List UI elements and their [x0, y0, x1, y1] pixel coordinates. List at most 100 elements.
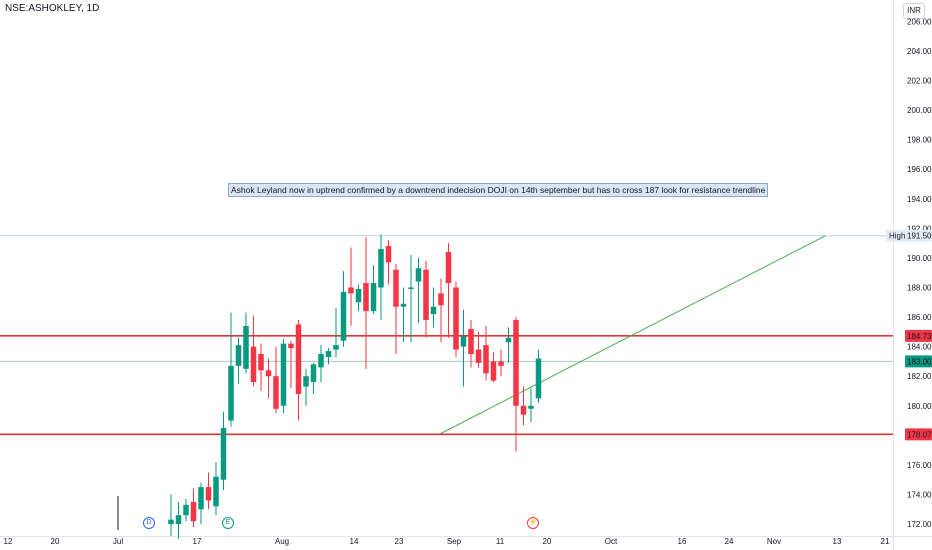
candle-body [483, 345, 489, 374]
price-label-bg [905, 229, 932, 242]
dividend-event-icon[interactable]: D [143, 517, 155, 529]
candle-body [228, 365, 234, 421]
price-tick-label: 180.00 [907, 402, 932, 411]
candle [243, 312, 249, 374]
candle-body [528, 405, 534, 409]
candle-body [415, 268, 422, 282]
price-tick-label: 192.00 [907, 224, 932, 233]
time-tick-label: Sep [447, 537, 462, 546]
time-tick-label: 13 [833, 537, 842, 546]
candle-body [220, 427, 227, 480]
candle-body [370, 283, 377, 312]
candle-body [430, 306, 437, 315]
candle [205, 472, 212, 510]
candle-body [475, 349, 482, 363]
candle-body [205, 487, 212, 501]
candle-body [468, 328, 474, 355]
candle [505, 327, 512, 363]
news-flash-event-icon[interactable]: ⚡ [527, 517, 539, 529]
candle-body [183, 504, 189, 516]
symbol-label: NSE:ASHOKLEY, 1D [5, 3, 100, 14]
candle [445, 243, 452, 338]
time-axis: 12 20 Jul 17 Aug 14 23 Sep 11 20 Oct 16 24 Nov 13 21 [4, 537, 890, 546]
candle [520, 386, 527, 426]
candle [355, 284, 362, 312]
candle [385, 240, 392, 285]
candle-body [408, 287, 414, 289]
candle [175, 501, 182, 539]
price-label-text: 183.00 [907, 357, 932, 366]
price-label-prefix: High [889, 232, 905, 241]
currency-selector[interactable]: INR [903, 3, 925, 19]
candle [220, 411, 227, 491]
price-tick-label: 196.00 [907, 165, 932, 174]
price-label-text: 184.73 [907, 332, 932, 341]
candle [475, 331, 482, 368]
candle [408, 254, 414, 343]
candle [325, 348, 332, 365]
candle [333, 308, 339, 357]
price-tick-label: 204.00 [907, 47, 932, 56]
candle-body [423, 269, 429, 321]
candle [378, 234, 384, 321]
price-tick-label: 182.00 [907, 372, 932, 381]
trendline-layer [439, 235, 826, 435]
candles [117, 234, 542, 539]
time-tick-label: Nov [767, 537, 781, 546]
price-tick-label: 172.00 [907, 520, 932, 529]
chart-annotation[interactable]: Ashok Leyland now in uptrend confirmed b… [228, 183, 769, 197]
price-tick-label: 176.00 [907, 461, 932, 470]
time-tick-label: 16 [678, 537, 687, 546]
candle [513, 317, 519, 452]
price-tick-label: 206.00 [907, 17, 932, 26]
time-tick-label: Oct [605, 537, 618, 546]
candle-body [250, 346, 257, 383]
time-tick-label: 14 [350, 537, 359, 546]
candle [235, 337, 242, 384]
candle [468, 320, 474, 368]
price-tick-label: 190.00 [907, 254, 932, 263]
candle-body [175, 515, 182, 525]
price-tick-label: 184.00 [907, 343, 932, 352]
earnings-event-icon[interactable]: E [222, 517, 234, 529]
candle [453, 281, 459, 357]
time-tick-label: 21 [881, 537, 890, 546]
price-label: High 191.50 [886, 229, 932, 242]
candle [228, 312, 234, 427]
candle-body [438, 293, 444, 306]
candle [483, 325, 489, 381]
candle-body [490, 361, 497, 381]
price-tick-label: 186.00 [907, 313, 932, 322]
price-axis: 172.00174.00176.00178.00180.00182.00184.… [907, 17, 932, 529]
candle [318, 345, 324, 383]
candle [348, 247, 354, 326]
candle-body [355, 288, 362, 303]
time-tick-label: 24 [725, 537, 734, 546]
candle-body [303, 376, 309, 387]
price-label-text: 178.07 [907, 430, 932, 439]
price-label-bg [905, 355, 932, 368]
price-tick-label: 202.00 [907, 76, 932, 85]
candle-body [520, 405, 527, 415]
candle-body [265, 370, 272, 377]
candle [303, 368, 309, 406]
candle-body [363, 283, 369, 312]
price-tick-label: 188.00 [907, 283, 932, 292]
candle-body [243, 325, 249, 369]
candle [310, 362, 317, 394]
candle [393, 263, 399, 355]
candle-body [340, 291, 347, 341]
candle-body [273, 376, 279, 409]
candle [258, 343, 264, 391]
price-label-text: 191.50 [907, 232, 932, 241]
time-tick-label: Jul [113, 537, 123, 546]
candle-body [505, 337, 512, 343]
candle-body [198, 487, 204, 510]
candle [183, 498, 189, 522]
price-label-bg [905, 428, 932, 441]
candle [168, 494, 174, 536]
candle [400, 287, 407, 343]
price-label-prefix-bg [886, 229, 906, 242]
